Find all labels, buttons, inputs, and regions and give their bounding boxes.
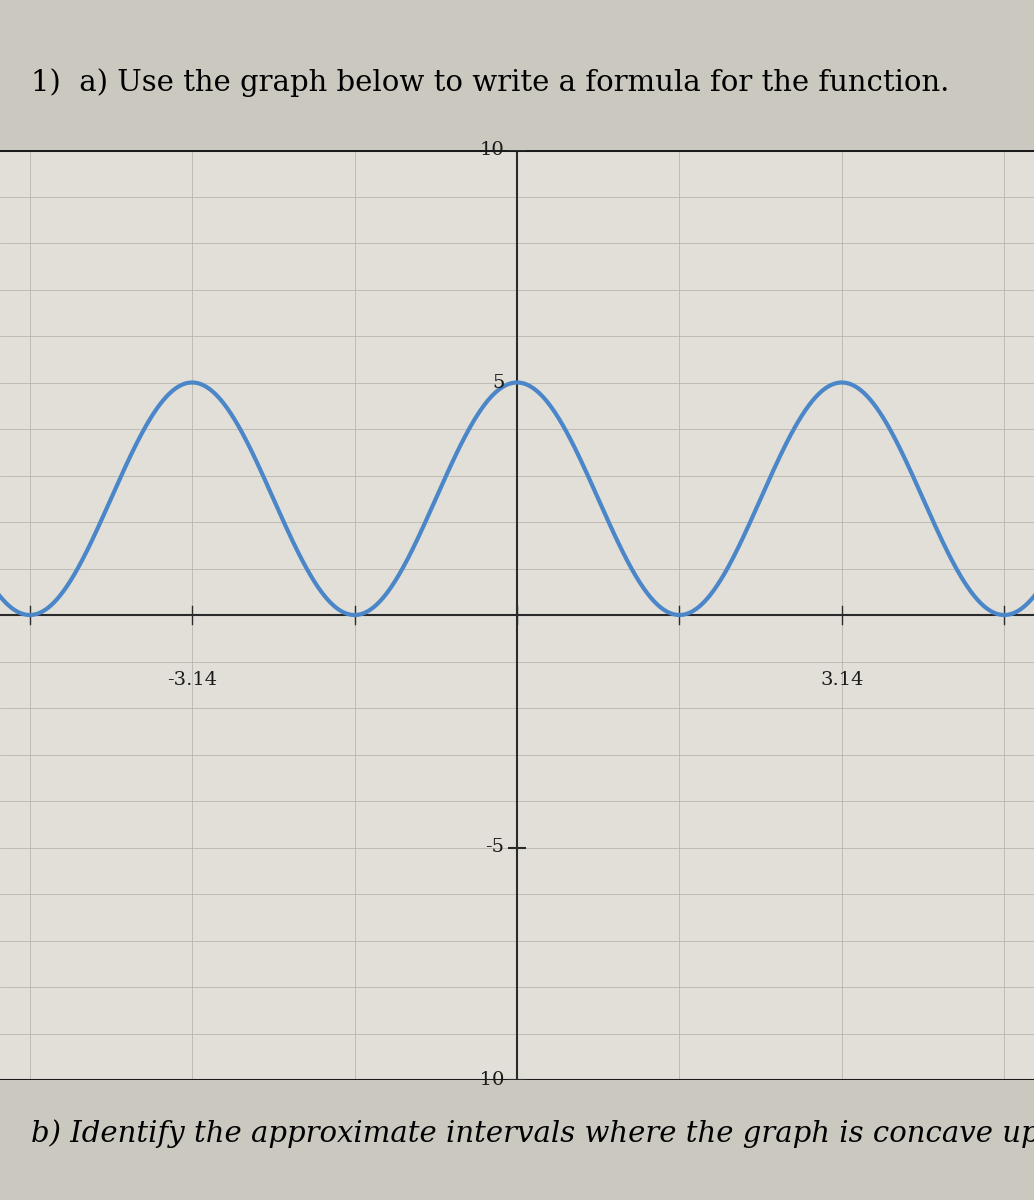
Text: -3.14: -3.14 xyxy=(168,671,217,689)
Text: 10: 10 xyxy=(480,140,505,158)
Text: -5: -5 xyxy=(486,839,505,857)
Text: 5: 5 xyxy=(492,373,505,391)
Text: b) Identify the approximate intervals where the graph is concave up.: b) Identify the approximate intervals wh… xyxy=(31,1120,1034,1148)
Text: 3.14: 3.14 xyxy=(820,671,863,689)
Text: -10: -10 xyxy=(474,1070,505,1090)
Text: 1)  a) Use the graph below to write a formula for the function.: 1) a) Use the graph below to write a for… xyxy=(31,68,949,97)
